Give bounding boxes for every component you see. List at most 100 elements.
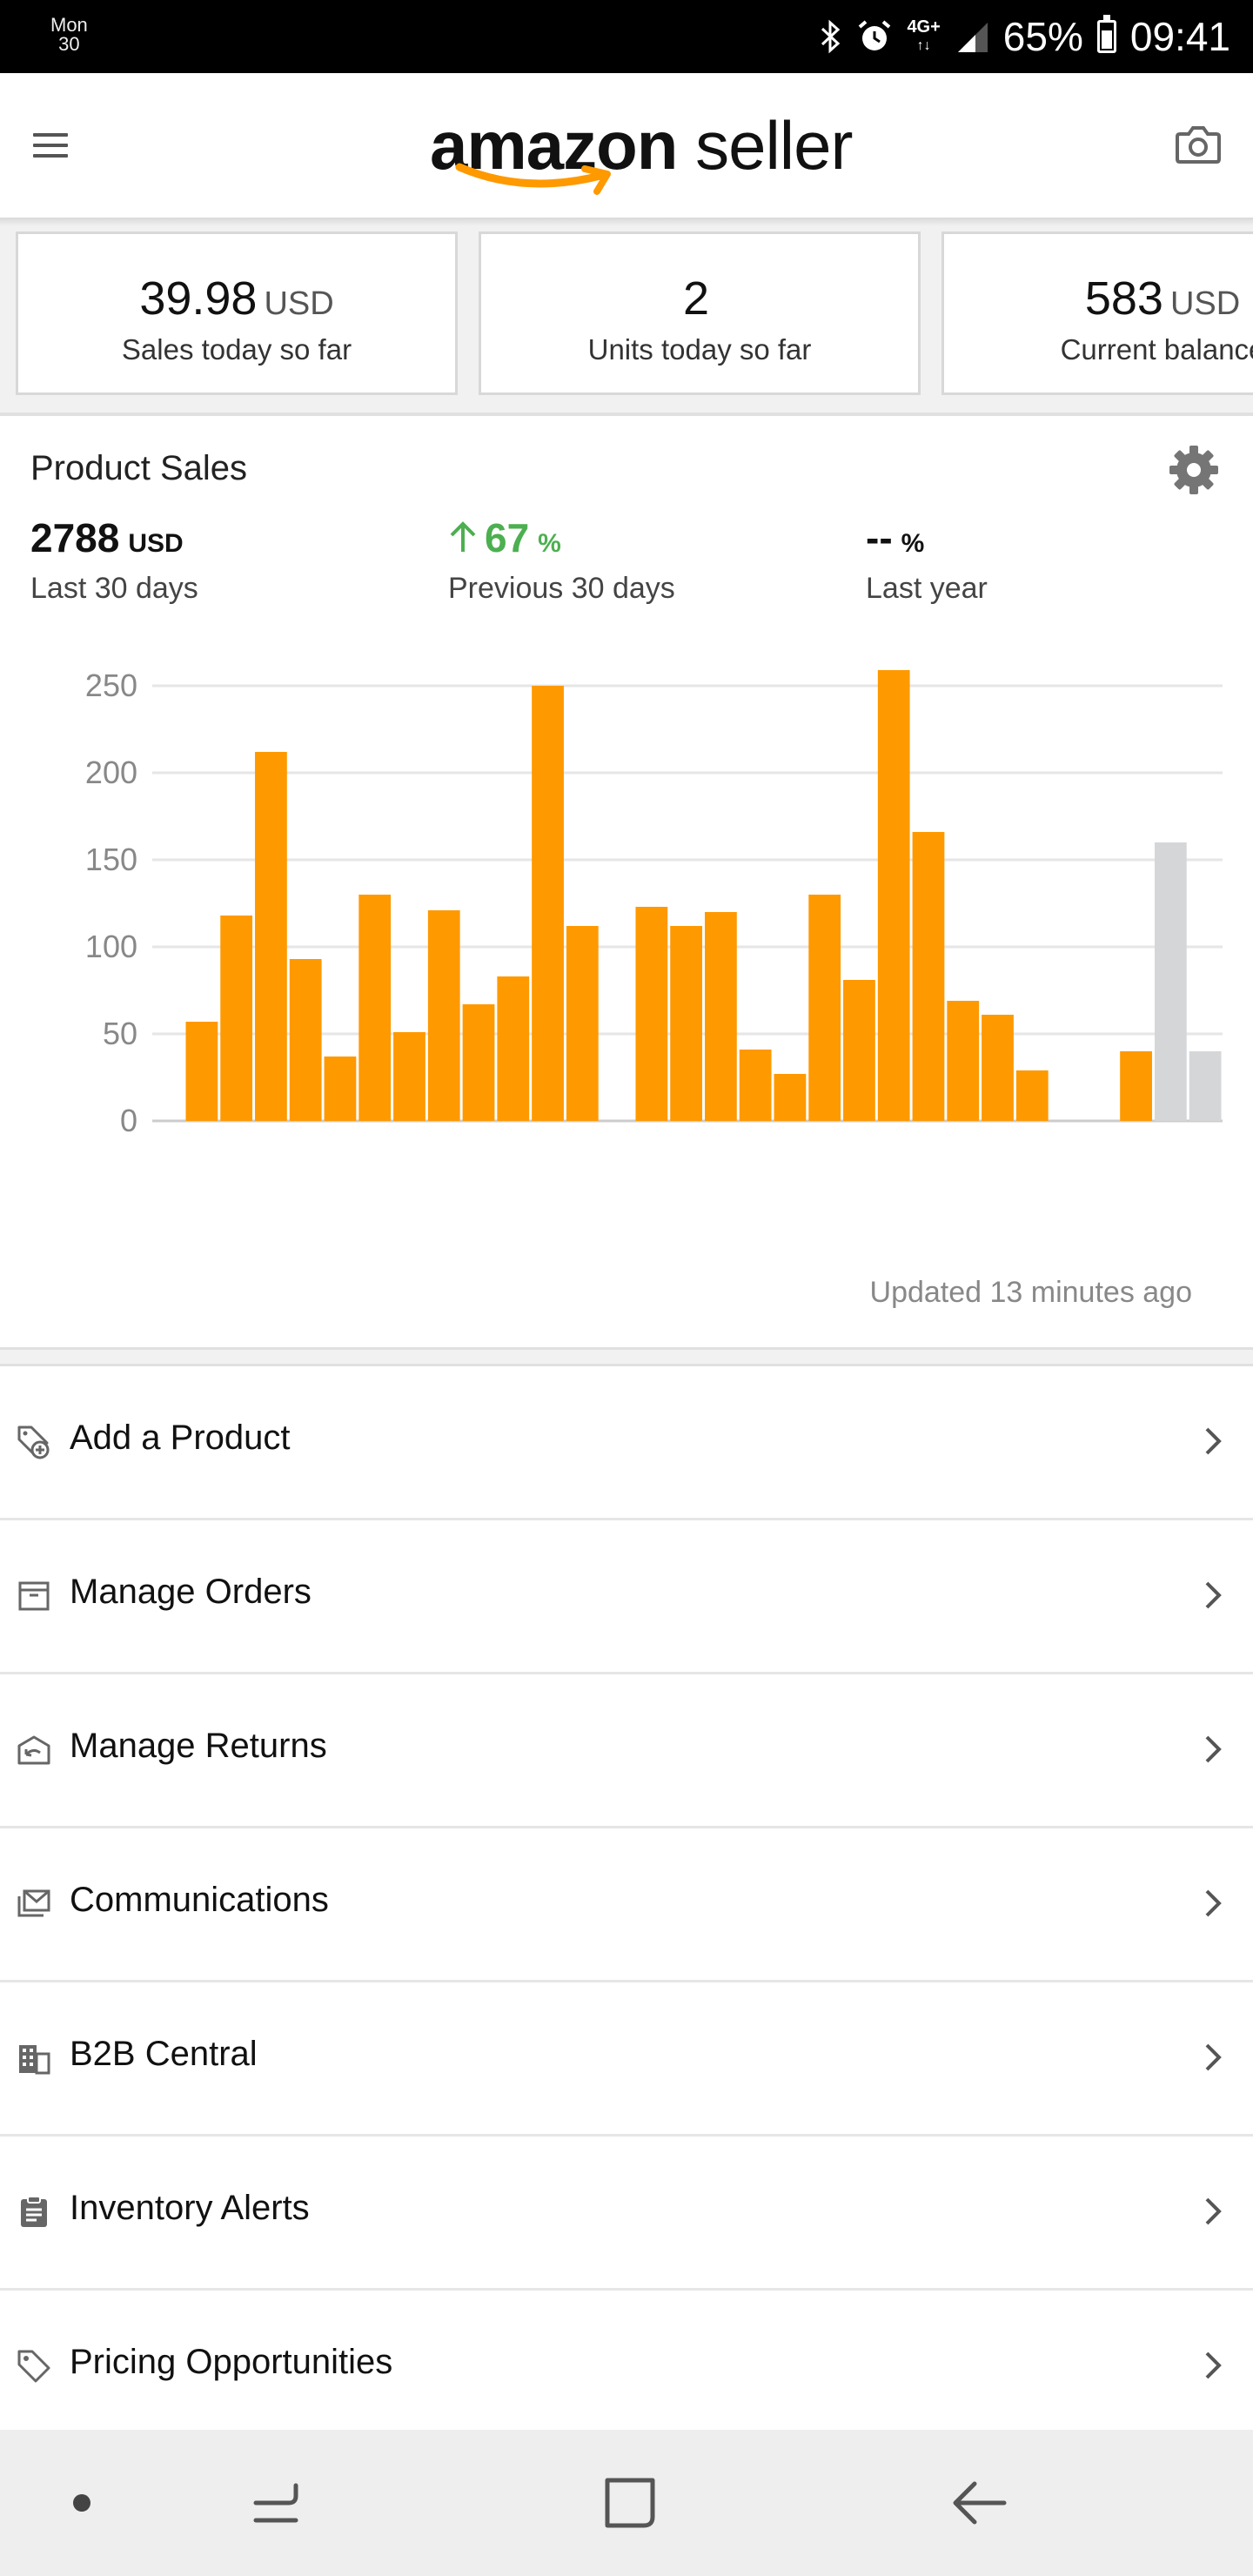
menu-line	[33, 133, 68, 137]
y-tick-label: 0	[120, 1103, 137, 1138]
chart-bar[interactable]	[808, 895, 841, 1121]
stat-value: 2	[682, 272, 710, 325]
battery-icon	[1096, 15, 1116, 53]
stat-label: Units today so far	[587, 333, 812, 366]
battery-percent: 65%	[1002, 14, 1083, 59]
data-arrows-icon: ↑↓	[916, 38, 931, 53]
hamburger-icon[interactable]	[33, 133, 68, 158]
chart-bar[interactable]	[566, 926, 599, 1121]
status-date: Mon 30	[50, 16, 88, 54]
menu-item-manage-returns[interactable]: Manage Returns	[0, 1674, 1253, 1828]
chart-bar[interactable]	[947, 1001, 980, 1121]
chevron-right-icon	[1205, 2043, 1222, 2071]
return-box-icon	[17, 1735, 50, 1765]
logo-smile-icon	[455, 163, 611, 195]
amazon-seller-logo: amazon seller	[430, 106, 853, 195]
signal-icon	[957, 23, 988, 52]
y-tick-label: 100	[85, 929, 137, 964]
menu-item-label: B2B Central	[70, 2035, 258, 2073]
box-icon	[18, 1581, 50, 1611]
updated-timestamp: Updated 13 minutes ago	[869, 1276, 1192, 1309]
chart-bar[interactable]	[843, 980, 875, 1121]
stat-card-units[interactable]: 2 Units today so far	[479, 231, 921, 395]
menu-item-add-product[interactable]: Add a Product	[0, 1366, 1253, 1520]
chart-bar[interactable]	[220, 916, 253, 1121]
status-time: 09:41	[1129, 14, 1230, 59]
y-tick-label: 250	[85, 667, 137, 703]
y-tick-label: 150	[85, 842, 137, 877]
chart-bar[interactable]	[705, 912, 737, 1121]
status-day-number: 30	[58, 33, 80, 55]
chart-bar[interactable]	[427, 910, 460, 1121]
dot-icon[interactable]	[73, 2494, 90, 2512]
menu-item-label: Pricing Opportunities	[70, 2343, 393, 2381]
menu-item-pricing-opportunities[interactable]: Pricing Opportunities	[0, 2291, 1253, 2437]
chevron-right-icon	[1205, 1735, 1222, 1763]
envelope-icon	[17, 1889, 50, 1917]
metric-previous-30-days: 67% Previous 30 days	[448, 515, 675, 606]
clipboard-icon	[21, 2196, 47, 2227]
home-icon[interactable]	[595, 2468, 665, 2538]
camera-icon[interactable]	[1175, 124, 1222, 165]
menu-item-communications[interactable]: Communications	[0, 1828, 1253, 1982]
menu-item-inventory-alerts[interactable]: Inventory Alerts	[0, 2137, 1253, 2291]
chart-bar[interactable]	[912, 832, 945, 1121]
chart-bar[interactable]	[289, 959, 322, 1121]
chart-bar[interactable]	[393, 1032, 425, 1121]
metric-label: Last 30 days	[30, 572, 198, 605]
product-sales-title: Product Sales	[30, 449, 248, 487]
menu-item-label: Add a Product	[70, 1419, 291, 1457]
metric-value: 67	[485, 515, 530, 560]
recent-apps-icon[interactable]	[245, 2468, 315, 2538]
metric-value: --	[866, 515, 893, 560]
chart-bar[interactable]	[497, 976, 530, 1121]
sales-chart: 050100150200250Mar 31Apr 7Apr 14Apr 21Ap…	[0, 651, 1253, 1176]
menu-list: Add a Product Manage Orders Manage Retur…	[0, 1366, 1253, 2437]
stat-unit: USD	[264, 285, 334, 322]
status-icons: 4G+ ↑↓ 65% 09:41	[820, 0, 1230, 73]
chart-bar[interactable]	[739, 1050, 772, 1121]
status-day: Mon	[50, 14, 88, 36]
chart-bar[interactable]	[324, 1057, 357, 1121]
chart-bar[interactable]	[185, 1022, 218, 1121]
chart-bar[interactable]	[635, 907, 668, 1121]
sales-bar-chart: 050100150200250Mar 31Apr 7Apr 14Apr 21Ap…	[85, 667, 1223, 1176]
section-divider	[0, 1347, 1253, 1366]
chevron-right-icon	[1205, 1581, 1222, 1609]
building-icon	[19, 2045, 50, 2075]
chart-bar[interactable]	[1154, 842, 1187, 1121]
product-sales-panel: Product Sales 2788 USD Last 30 days 67% P…	[0, 416, 1253, 1347]
chart-bar[interactable]	[982, 1015, 1014, 1121]
chevron-right-icon	[1205, 1427, 1222, 1455]
chart-bar[interactable]	[877, 670, 910, 1121]
chart-bar[interactable]	[1189, 1051, 1222, 1121]
chart-bar[interactable]	[774, 1074, 807, 1121]
chart-bar[interactable]	[670, 926, 702, 1121]
chart-bar[interactable]	[462, 1004, 495, 1121]
stat-cards: 39.98 USD Sales today so far 2 Units toda…	[0, 226, 1253, 413]
status-bar: Mon 30 4G+ ↑↓ 65% 09:41	[0, 0, 1253, 73]
gear-icon[interactable]	[1166, 442, 1222, 498]
menu-line	[33, 144, 68, 147]
back-icon[interactable]	[945, 2468, 1015, 2538]
chevron-right-icon	[1205, 2351, 1222, 2379]
chart-bar[interactable]	[1015, 1070, 1049, 1121]
menu-line	[33, 154, 68, 158]
network-type: 4G+	[907, 17, 941, 37]
metric-unit: %	[901, 529, 925, 558]
menu-item-label: Communications	[70, 1881, 329, 1919]
stat-card-balance[interactable]: 583 USD Current balance	[941, 231, 1253, 395]
metric-last-year: --% Last year	[866, 515, 988, 606]
battery-fill	[1101, 30, 1112, 49]
chart-bar[interactable]	[358, 895, 392, 1121]
chart-bar[interactable]	[1120, 1051, 1152, 1121]
menu-item-b2b-central[interactable]: B2B Central	[0, 1982, 1253, 2137]
stat-value: 583	[1084, 272, 1163, 325]
stat-card-sales[interactable]: 39.98 USD Sales today so far	[16, 231, 458, 395]
menu-item-label: Manage Orders	[70, 1573, 312, 1611]
chart-bar[interactable]	[532, 686, 564, 1121]
network-icon: 4G+ ↑↓	[907, 17, 940, 56]
metric-value: 2788	[30, 515, 120, 560]
chart-bar[interactable]	[255, 752, 287, 1121]
menu-item-manage-orders[interactable]: Manage Orders	[0, 1520, 1253, 1674]
